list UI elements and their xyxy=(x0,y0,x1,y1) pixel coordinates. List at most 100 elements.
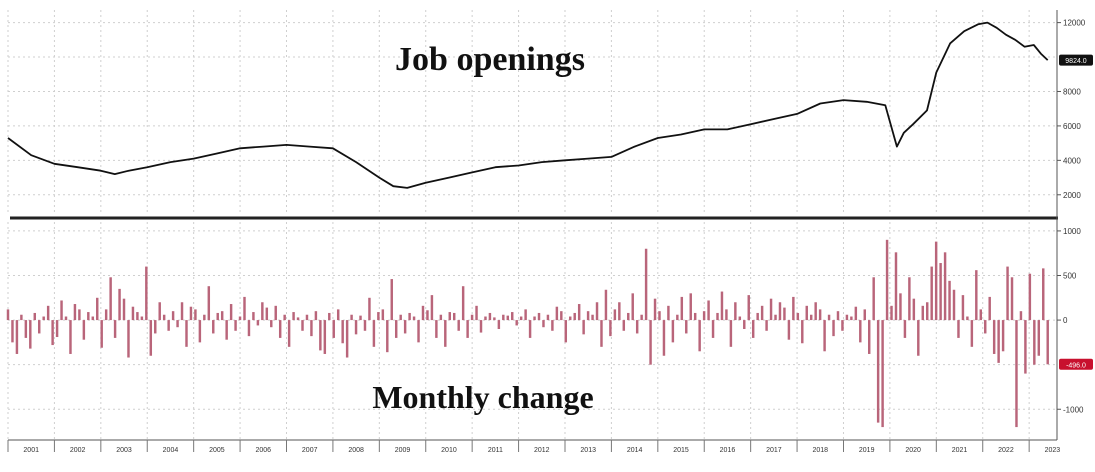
x-tick-label: 2017 xyxy=(766,447,782,454)
monthly-change-bar xyxy=(644,248,648,321)
monthly-change-bar xyxy=(24,320,28,338)
monthly-change-bar xyxy=(426,310,429,321)
monthly-change-bar xyxy=(631,293,634,321)
monthly-change-bar xyxy=(939,263,942,321)
bottom-y-tick-label: 500 xyxy=(1063,272,1077,281)
monthly-change-bar xyxy=(930,266,933,321)
monthly-change-bar xyxy=(15,320,19,354)
monthly-change-bar xyxy=(185,320,188,347)
monthly-change-bar xyxy=(769,298,773,321)
x-tick-label: 2023 xyxy=(1045,447,1061,454)
monthly-change-bar xyxy=(149,320,153,356)
monthly-change-bar xyxy=(345,320,349,358)
monthly-change-bar xyxy=(247,320,251,337)
monthly-change-bar xyxy=(796,312,800,321)
top-y-tick-label: 8000 xyxy=(1063,87,1081,96)
monthly-change-bar xyxy=(292,312,295,321)
monthly-change-bar xyxy=(140,316,144,321)
monthly-change-bar xyxy=(421,305,425,321)
monthly-change-bar xyxy=(466,320,469,338)
monthly-change-bar xyxy=(435,320,438,338)
monthly-change-bar xyxy=(131,306,135,321)
monthly-change-bar xyxy=(11,320,14,343)
x-tick-label: 2014 xyxy=(627,447,643,454)
monthly-change-bar xyxy=(720,291,724,321)
monthly-change-bar xyxy=(814,302,817,321)
monthly-change-bar xyxy=(751,320,755,338)
monthly-change-bar xyxy=(747,295,750,321)
monthly-change-bar xyxy=(591,314,594,321)
monthly-change-bar xyxy=(475,305,478,321)
monthly-change-bar xyxy=(957,320,960,338)
monthly-change-bar xyxy=(78,309,81,321)
monthly-change-bar xyxy=(702,311,706,321)
x-tick-label: 2013 xyxy=(580,447,596,454)
monthly-change-bar xyxy=(854,306,858,321)
monthly-change-bar xyxy=(823,320,826,352)
monthly-change-bar xyxy=(943,252,947,321)
x-tick-label: 2011 xyxy=(488,447,503,454)
monthly-change-bar xyxy=(551,320,554,331)
monthly-change-bars-layer xyxy=(6,239,1049,428)
monthly-change-bar xyxy=(984,320,987,334)
monthly-change-bar xyxy=(573,312,576,321)
monthly-change-y-ticks: 1000 500 0 -1000 xyxy=(1057,227,1084,414)
monthly-change-bar xyxy=(506,315,509,321)
monthly-change-bar xyxy=(42,316,45,321)
monthly-change-bar xyxy=(658,311,661,321)
x-tick-label: 2005 xyxy=(209,447,225,454)
x-tick-label: 2020 xyxy=(905,447,921,454)
top-y-tick-label: 2000 xyxy=(1063,191,1081,200)
monthly-change-bar xyxy=(20,314,23,321)
monthly-change-bar xyxy=(319,320,322,351)
monthly-change-bar xyxy=(448,312,451,321)
monthly-change-bar xyxy=(564,320,568,343)
x-tick-label: 2008 xyxy=(348,447,364,454)
monthly-change-bar xyxy=(305,314,309,321)
monthly-change-bar xyxy=(256,320,260,326)
monthly-change-bar xyxy=(1033,320,1036,365)
monthly-change-bar xyxy=(1015,320,1018,428)
monthly-change-bar xyxy=(38,320,41,334)
monthly-change-bar xyxy=(381,309,385,321)
monthly-change-bar xyxy=(363,320,367,331)
monthly-change-bar xyxy=(613,309,617,321)
x-tick-label: 2012 xyxy=(534,447,550,454)
bottom-y-tick-label: -1000 xyxy=(1063,405,1084,414)
monthly-change-bar xyxy=(252,312,255,321)
monthly-change-bar xyxy=(903,320,907,338)
monthly-change-bar xyxy=(238,316,242,321)
monthly-change-bar xyxy=(618,302,621,321)
monthly-change-bar xyxy=(622,320,626,331)
monthly-change-bar xyxy=(952,289,956,321)
monthly-change-bar xyxy=(689,293,692,321)
monthly-change-bar xyxy=(444,320,447,347)
monthly-change-bar xyxy=(1042,268,1045,321)
monthly-change-title: Monthly change xyxy=(372,379,593,415)
monthly-change-bar xyxy=(1028,273,1032,321)
monthly-change-bar xyxy=(979,309,983,321)
monthly-change-bar xyxy=(359,315,362,321)
x-tick-label: 2018 xyxy=(812,447,828,454)
monthly-change-bar xyxy=(430,295,434,321)
monthly-change-bar xyxy=(386,320,389,353)
monthly-change-bar xyxy=(627,312,630,321)
monthly-change-bar xyxy=(176,320,179,328)
monthly-change-bar xyxy=(493,317,496,321)
monthly-change-bar xyxy=(96,297,99,321)
monthly-change-bar xyxy=(488,312,492,321)
monthly-change-bar xyxy=(283,314,286,321)
monthly-change-bar xyxy=(912,298,916,321)
monthly-change-bar xyxy=(82,320,86,340)
monthly-change-bar xyxy=(497,320,501,329)
x-tick-label: 2007 xyxy=(302,447,318,454)
monthly-change-bar xyxy=(881,320,884,428)
monthly-change-bar xyxy=(91,316,95,321)
monthly-change-bar xyxy=(908,277,911,321)
bottom-y-tick-label: 1000 xyxy=(1063,227,1081,236)
monthly-change-bar xyxy=(743,320,746,329)
monthly-change-bar xyxy=(265,307,269,321)
monthly-change-bar xyxy=(988,296,991,321)
x-tick-label: 2001 xyxy=(23,447,39,454)
